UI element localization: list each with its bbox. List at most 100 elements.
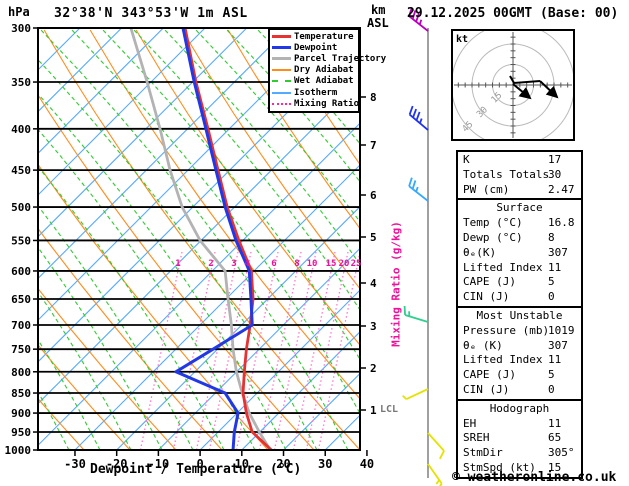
temperature-axis: -30 -20 -10 0 10 20 30 40 <box>64 450 374 471</box>
table-row: CAPE (J) 5 <box>458 368 581 383</box>
pressure-tick-label: 400 <box>11 123 31 136</box>
temperature-tick-label: -30 <box>64 457 86 471</box>
table-row: Pressure (mb) 1019 <box>458 324 581 339</box>
table-row-value: 1019 <box>548 323 575 337</box>
wind-barb <box>408 7 429 32</box>
mixing-ratio-label: 4 <box>244 259 250 269</box>
legend-item-label: Isotherm <box>294 87 338 98</box>
table-row-label: K <box>463 153 470 166</box>
table-row-label: CAPE (J) <box>463 275 516 289</box>
temperature-tick-label: 40 <box>360 457 374 471</box>
mixing-ratio-label: 1 <box>175 259 180 269</box>
table-row-label: StmDir <box>463 446 503 460</box>
table-row: CIN (J) 0 <box>458 290 581 305</box>
table-row-label: Pressure (mb) <box>463 323 550 337</box>
km-axis-label: km <box>371 3 386 17</box>
legend-item-label: Dewpoint <box>294 42 338 53</box>
wind-barb <box>403 305 429 323</box>
legend-item: Dewpoint <box>272 42 358 53</box>
temperature-tick-label: -20 <box>106 457 128 471</box>
table-row-value: 0 <box>548 382 555 396</box>
wind-barb <box>427 463 443 486</box>
wind-barb <box>427 432 445 460</box>
pressure-tick-label: 300 <box>11 22 31 35</box>
wind-barb <box>402 388 429 400</box>
table-row-label: CIN (J) <box>463 382 510 396</box>
hodograph-arrow <box>512 83 532 100</box>
table-row-label: CIN (J) <box>463 290 510 304</box>
table-row-value: 5 <box>548 275 555 289</box>
wind-barbs <box>402 7 445 486</box>
lcl-label: LCL <box>380 404 399 415</box>
hodograph-trace <box>509 75 541 85</box>
temperature-tick-label: 0 <box>196 457 203 471</box>
table-row-label: Totals Totals <box>463 167 550 181</box>
plot-border <box>37 27 361 451</box>
altitude-tick-label: 7 <box>370 139 377 152</box>
table-row: Totals Totals 30 <box>458 168 581 183</box>
altitude-tick-label: 6 <box>370 189 377 202</box>
table-section: K 17 Totals Totals 30 PW (cm) 2.47 <box>456 150 583 201</box>
temperature-tick-label: 10 <box>235 457 249 471</box>
temperature-line <box>183 28 273 450</box>
table-section: Most Unstable Pressure (mb) 1019 θₑ (K) 307 L… <box>456 305 583 401</box>
table-row: StmSpd (kt) 15 <box>458 461 581 476</box>
mixing-ratio-label: 20 <box>339 259 350 269</box>
table-row-label: Lifted Index <box>463 260 543 274</box>
pressure-tick-label: 550 <box>11 234 31 247</box>
altitude-axis: 8 7 6 5 4 3 2 1 <box>360 91 377 417</box>
mixing-ratio-label: 6 <box>271 259 276 269</box>
legend-item-label: Mixing Ratio <box>294 98 360 109</box>
temperature-tick-label: 30 <box>318 457 332 471</box>
temperature-tick-label: 20 <box>276 457 290 471</box>
table-row-value: 5 <box>548 368 555 382</box>
pressure-tick-label: 450 <box>11 164 31 177</box>
table-row-value: 11 <box>548 416 562 430</box>
pressure-tick-label: 350 <box>11 76 31 89</box>
table-row-label: Temp (°C) <box>463 216 523 230</box>
table-row-value: 11 <box>548 353 562 367</box>
table-row: EH 11 <box>458 417 581 432</box>
mixing-ratio-label: 8 <box>294 259 299 269</box>
legend-item: Mixing Ratio <box>272 98 360 109</box>
table-row-value: 15 <box>548 460 562 474</box>
pressure-tick-label: 650 <box>11 293 31 306</box>
table-row-value: 305° <box>548 446 575 460</box>
table-section: Surface Temp (°C) 16.8 Dewp (°C) 8 θₑ(K) 307 Li… <box>456 198 583 308</box>
altitude-tick-label: 5 <box>370 231 377 244</box>
table-row-value: 11 <box>548 260 562 274</box>
mixing-ratio-axis-title: Mixing Ratio (g/kg) <box>389 221 403 347</box>
altitude-tick-label: 1 <box>370 404 377 417</box>
pressure-tick-label: 750 <box>11 343 31 356</box>
table-row-label: θₑ(K) <box>463 245 497 259</box>
pressure-tick-label: 850 <box>11 387 31 400</box>
legend-line-sample <box>272 80 291 83</box>
table-row: CAPE (J) 5 <box>458 275 581 290</box>
legend: Temperature Dewpoint Parcel Trajectory Dry … <box>268 28 386 113</box>
wind-barb <box>408 177 429 202</box>
table-row: θₑ (K) 307 <box>458 339 581 354</box>
table-row-value: 307 <box>548 338 568 352</box>
table-section-title: Most Unstable <box>476 308 563 322</box>
table-row-label: EH <box>463 416 477 430</box>
pressure-tick-label: 700 <box>11 319 31 332</box>
indices-table: K 17 Totals Totals 30 PW (cm) 2.47 Surface Temp… <box>456 150 583 479</box>
pressure-tick-label: 1000 <box>5 444 32 457</box>
asl-axis-label: ASL <box>367 16 389 30</box>
table-row-value: 16.8 <box>548 216 575 230</box>
pressure-tick-label: 600 <box>11 265 31 278</box>
table-section: Hodograph EH 11 SREH 65 StmDir 305° StmSpd (kt)… <box>456 398 583 479</box>
table-row-label: Dewp (°C) <box>463 230 523 244</box>
parcel-trajectory-line <box>129 28 272 450</box>
pressure-tick-label: 950 <box>11 426 31 439</box>
table-row-value: 17 <box>548 153 562 166</box>
legend-line-sample <box>272 69 291 72</box>
table-row: Lifted Index 11 <box>458 353 581 368</box>
pressure-tick-label: 500 <box>11 201 31 214</box>
table-row-value: 65 <box>548 431 562 445</box>
legend-item: Temperature <box>272 31 358 42</box>
table-row-value: 8 <box>548 230 555 244</box>
